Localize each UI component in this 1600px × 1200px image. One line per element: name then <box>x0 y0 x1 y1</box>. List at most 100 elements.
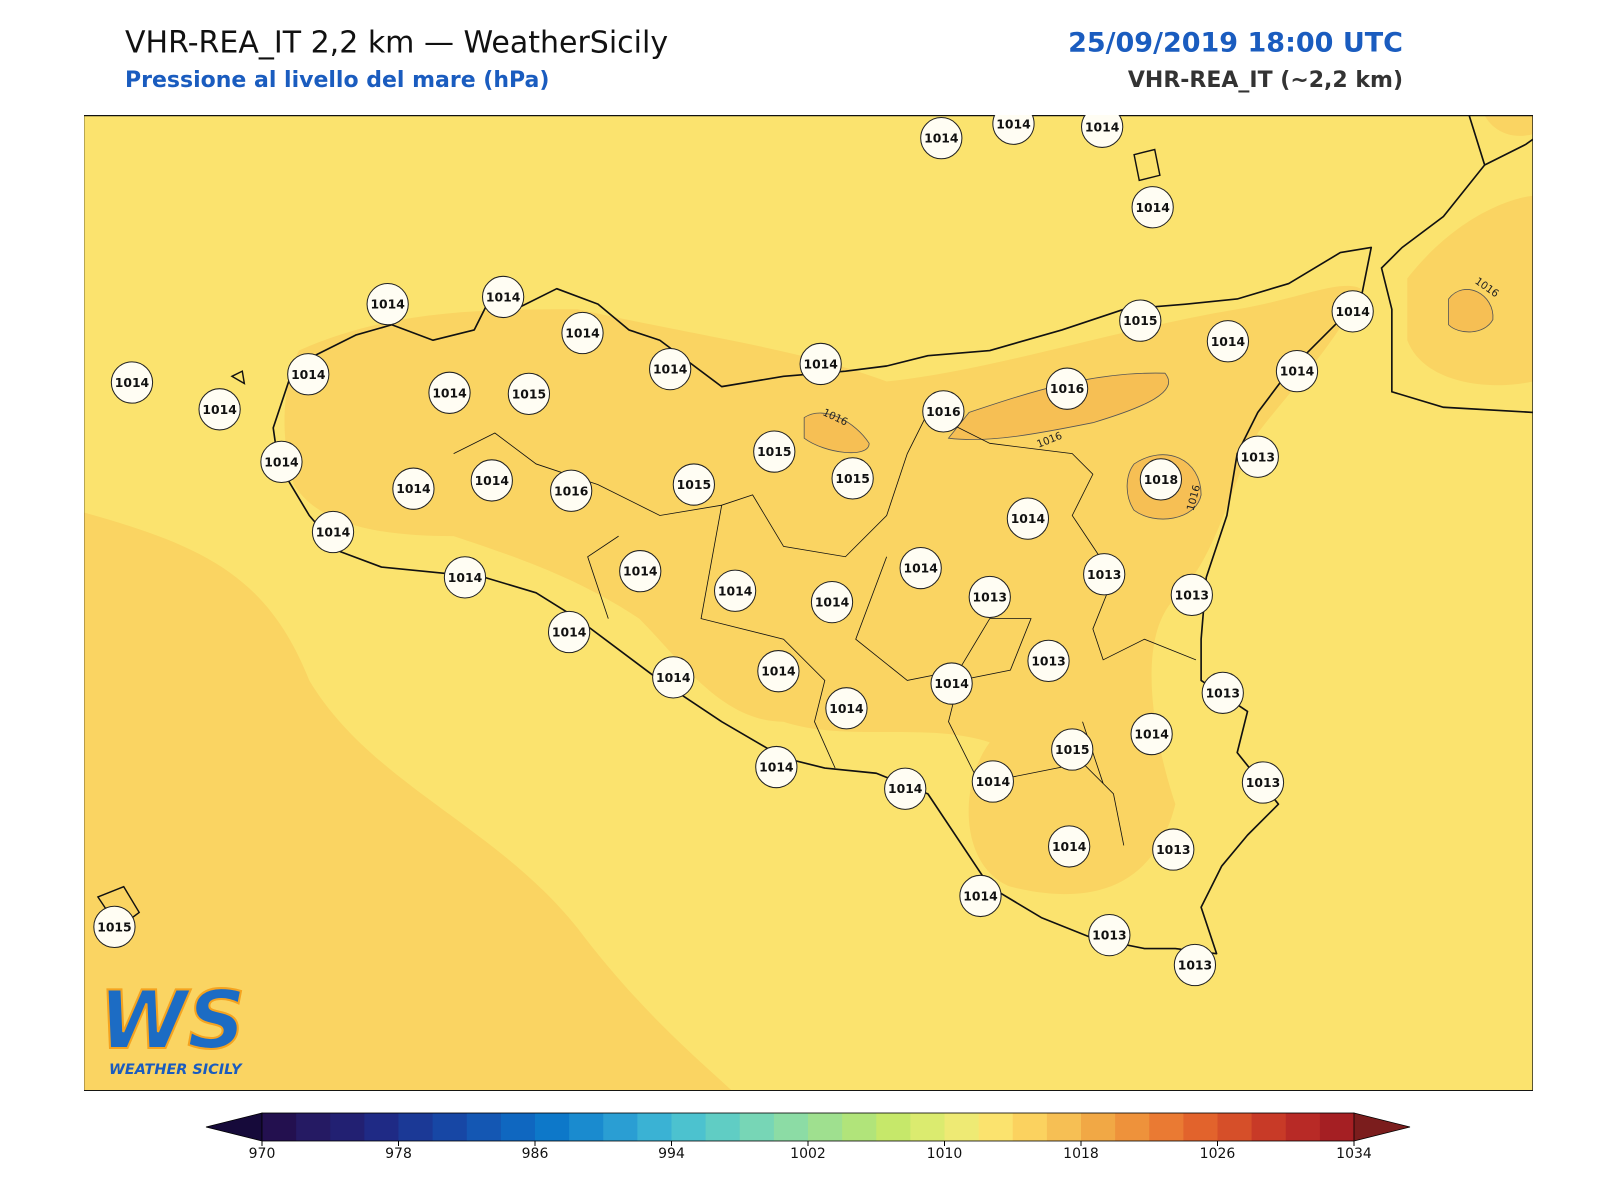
station-label: 1014 <box>623 565 658 579</box>
title: VHR-REA_IT 2,2 km — WeatherSicily <box>125 26 668 61</box>
station-marker <box>713 569 757 612</box>
coastline <box>1380 115 1533 414</box>
station-label: 1014 <box>565 327 600 341</box>
colorbar-segment <box>1046 1113 1082 1141</box>
colorbar-segment <box>876 1113 911 1141</box>
station-label: 1014 <box>976 775 1011 789</box>
station-label: 1013 <box>1175 588 1209 602</box>
station-marker <box>366 283 409 326</box>
station-marker <box>1088 913 1131 957</box>
station-label: 1013 <box>1092 929 1126 943</box>
station-marker <box>260 440 303 484</box>
station-marker <box>810 580 854 624</box>
station-marker <box>1083 553 1126 596</box>
station-marker <box>1173 943 1217 987</box>
station-label: 1014 <box>996 117 1031 131</box>
station-label: 1014 <box>1134 728 1169 742</box>
colorbar-tick-label: 994 <box>658 1146 685 1162</box>
colorbar-segment <box>262 1113 297 1141</box>
station-label: 1014 <box>656 671 691 685</box>
station-marker <box>507 372 551 415</box>
station-marker <box>831 457 874 500</box>
station-label: 1014 <box>963 889 998 903</box>
station-label: 1014 <box>1280 365 1315 379</box>
contour-1016 <box>803 412 870 454</box>
station-label: 1014 <box>934 677 969 691</box>
station-label: 1015 <box>757 445 791 459</box>
station-marker <box>287 353 330 396</box>
colorbar-segment <box>535 1113 570 1141</box>
field-region <box>84 512 733 1091</box>
station-label: 1014 <box>1011 512 1046 526</box>
colorbar-segment <box>808 1113 843 1141</box>
station-marker <box>1119 299 1162 342</box>
station-marker <box>1131 186 1174 229</box>
station-marker <box>825 687 868 730</box>
station-marker <box>1045 367 1089 410</box>
station-label: 1013 <box>1178 959 1212 973</box>
colorbar-segment <box>1251 1113 1287 1141</box>
station-label: 1014 <box>552 626 587 640</box>
station-marker <box>443 556 487 599</box>
colorbar-segment <box>1183 1113 1218 1141</box>
station-marker <box>93 905 136 949</box>
map-frame <box>84 115 1533 1091</box>
station-label: 1014 <box>1335 305 1370 319</box>
station-marker <box>1130 712 1173 756</box>
coastline <box>272 246 1373 955</box>
station-marker <box>959 874 1002 918</box>
station-marker <box>755 745 798 789</box>
colorbar-extend <box>205 1112 263 1142</box>
station-label: 1013 <box>1246 776 1280 790</box>
station-marker <box>992 115 1035 145</box>
station-label: 1014 <box>653 363 688 377</box>
colorbar-tick-label: 1010 <box>927 1146 963 1162</box>
station-label: 1014 <box>1135 201 1170 215</box>
colorbar-segment <box>842 1113 877 1141</box>
colorbar-tick-label: 1018 <box>1063 1146 1099 1162</box>
station-label: 1014 <box>264 455 299 469</box>
colorbar-segment <box>944 1113 980 1141</box>
station-marker <box>550 469 593 512</box>
station-label: 1015 <box>97 920 131 934</box>
logo-mark: WS <box>99 973 246 1067</box>
station-marker <box>481 275 525 319</box>
station-label: 1014 <box>486 290 521 304</box>
station-label: 1014 <box>803 357 838 371</box>
station-marker <box>884 767 927 810</box>
colorbar: 970 978 986 994 1002 1010 1018 1026 1034 <box>205 1112 1411 1162</box>
station-label: 1015 <box>835 472 869 486</box>
colorbar-segment <box>705 1113 741 1141</box>
station-marker <box>1331 290 1374 333</box>
station-label: 1015 <box>677 478 711 492</box>
colorbar-segment <box>1149 1113 1184 1141</box>
station-marker <box>311 510 355 554</box>
station-marker <box>1236 435 1279 478</box>
colorbar-segment <box>773 1113 809 1141</box>
station-label: 1015 <box>1055 743 1089 757</box>
colorbar-tick-label: 1034 <box>1336 1146 1372 1162</box>
station-label: 1015 <box>1123 314 1157 328</box>
station-label: 1014 <box>432 386 467 400</box>
colorbar-segment <box>296 1113 331 1141</box>
colorbar-extend <box>1353 1112 1411 1142</box>
station-label: 1014 <box>291 368 326 382</box>
colorbar-segment <box>1217 1113 1253 1141</box>
logo-name: WEATHER SICILY <box>109 1062 243 1078</box>
station-marker <box>968 575 1011 619</box>
colorbar-segment <box>739 1113 775 1141</box>
colorbar-segment <box>398 1113 434 1141</box>
station-label: 1014 <box>829 702 864 716</box>
station-label: 1014 <box>1085 120 1120 134</box>
station-label: 1014 <box>202 403 237 417</box>
colorbar-segment <box>500 1113 536 1141</box>
colorbar-segment <box>1012 1113 1048 1141</box>
station-label: 1014 <box>316 526 351 540</box>
station-label: 1014 <box>924 132 959 146</box>
station-marker <box>198 388 241 431</box>
colorbar-segment <box>432 1113 468 1141</box>
colorbar-tick-label: 970 <box>249 1146 276 1162</box>
station-marker <box>1241 761 1285 804</box>
station-label: 1014 <box>903 562 938 576</box>
